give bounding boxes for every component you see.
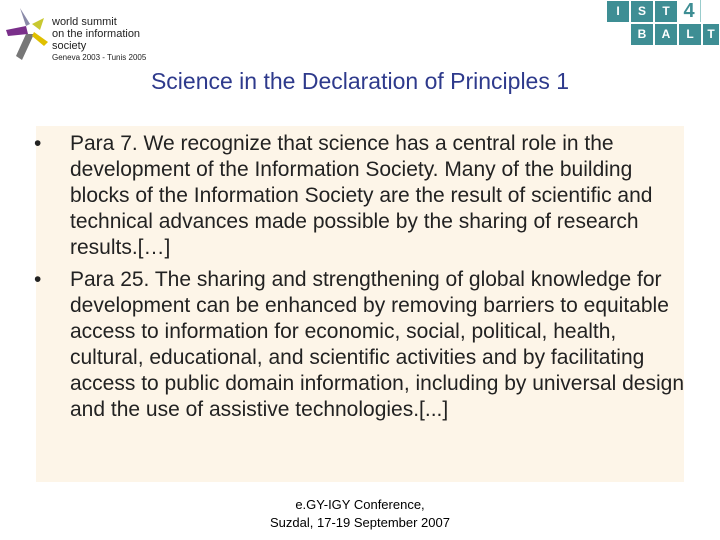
- bullet-marker: •: [34, 132, 42, 155]
- logo-letter: T: [703, 24, 719, 45]
- logo-letter: A: [655, 24, 677, 45]
- bullet-list: • Para 7. We recognize that science has a…: [34, 131, 684, 423]
- logo-number: 4: [678, 0, 701, 22]
- bullet-item: • Para 25. The sharing and strengthening …: [34, 267, 684, 423]
- logo-letter: L: [679, 24, 701, 45]
- wsis-line3: Geneva 2003 - Tunis 2005: [52, 53, 147, 62]
- footer-line1: e.GY-IGY Conference,: [295, 497, 425, 512]
- logo-letter: I: [607, 1, 629, 22]
- bullet-marker: •: [34, 268, 42, 291]
- wsis-line1: world summit: [52, 16, 117, 28]
- bullet-item: • Para 7. We recognize that science has a…: [34, 131, 684, 261]
- logo-letter: B: [631, 24, 653, 45]
- footer: e.GY-IGY Conference, Suzdal, 17-19 Septe…: [0, 496, 720, 532]
- content-box: [36, 126, 684, 482]
- wsis-emblem-icon: [6, 8, 48, 60]
- bullet-text: Para 7. We recognize that science has a …: [70, 132, 653, 259]
- wsis-line2: on the information society: [52, 28, 141, 52]
- slide-title: Science in the Declaration of Principles…: [150, 68, 570, 94]
- logo-letter: S: [631, 1, 653, 22]
- wsis-logo: world summit on the information society …: [4, 4, 164, 64]
- bullet-text: Para 25. The sharing and strengthening o…: [70, 268, 685, 421]
- footer-line2: Suzdal, 17-19 September 2007: [270, 515, 450, 530]
- logo-letter: T: [655, 1, 677, 22]
